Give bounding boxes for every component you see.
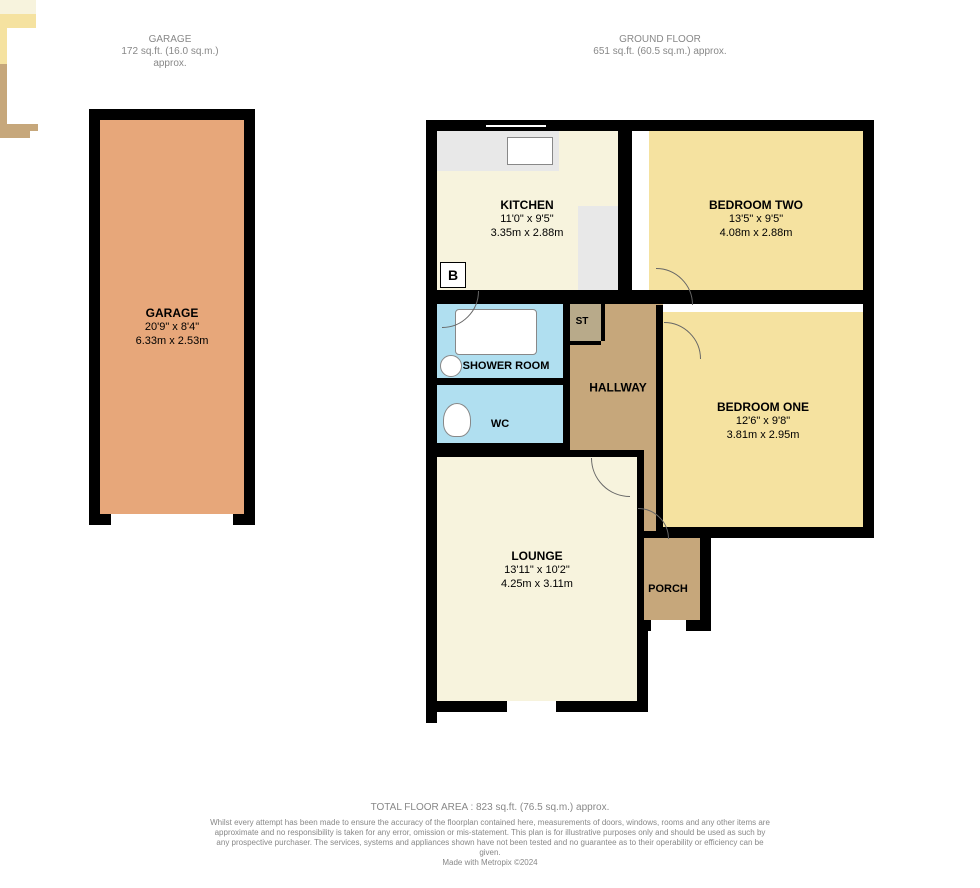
lounge-name: LOUNGE xyxy=(501,549,573,564)
lounge-metric: 4.25m x 3.11m xyxy=(501,578,573,592)
garage-imperial: 20'9" x 8'4" xyxy=(136,321,209,335)
garage-label: GARAGE 20'9" x 8'4" 6.33m x 2.53m xyxy=(136,306,209,349)
bed1-name: BEDROOM ONE xyxy=(717,400,809,415)
garage-wall-top xyxy=(89,109,255,120)
shower-name: SHOWER ROOM xyxy=(463,360,550,374)
garage-header-subtitle: 172 sq.ft. (16.0 sq.m.) approx. xyxy=(110,46,230,70)
wc-name: WC xyxy=(491,418,509,432)
bed1-imperial: 12'6" x 9'8" xyxy=(717,415,809,429)
hallway-name: HALLWAY xyxy=(589,381,647,396)
credit: Made with Metropix ©2024 xyxy=(210,858,770,868)
boiler-icon: B xyxy=(440,262,466,288)
hallway-label: HALLWAY xyxy=(589,381,647,396)
ground-header: GROUND FLOOR 651 sq.ft. (60.5 sq.m.) app… xyxy=(580,34,740,58)
disclaimer: Whilst every attempt has been made to en… xyxy=(210,818,770,858)
st-name: ST xyxy=(576,316,589,329)
porch-name: PORCH xyxy=(648,583,688,597)
garage-wall-left xyxy=(89,109,100,525)
boiler-label: B xyxy=(448,267,458,283)
kitchen-label: KITCHEN 11'0" x 9'5" 3.35m x 2.88m xyxy=(491,198,564,241)
shower-label: SHOWER ROOM xyxy=(463,360,550,374)
kitchen-sink-icon xyxy=(507,137,553,165)
garage-metric: 6.33m x 2.53m xyxy=(136,335,209,349)
bedroom-one-label: BEDROOM ONE 12'6" x 9'8" 3.81m x 2.95m xyxy=(717,400,809,443)
lounge-imperial: 13'11" x 10'2" xyxy=(501,564,573,578)
toilet-icon xyxy=(443,403,471,437)
kitchen-counter xyxy=(578,206,618,290)
ground-header-title: GROUND FLOOR xyxy=(580,34,740,46)
porch-label: PORCH xyxy=(648,583,688,597)
ground-header-subtitle: 651 sq.ft. (60.5 sq.m.) approx. xyxy=(580,46,740,58)
wc-label: WC xyxy=(491,418,509,432)
garage-name: GARAGE xyxy=(136,306,209,321)
porch-room xyxy=(637,538,700,620)
kitchen-counter xyxy=(437,131,499,171)
basin-icon xyxy=(440,355,462,377)
st-label: ST xyxy=(576,316,589,329)
garage-header-title: GARAGE xyxy=(110,34,230,46)
bed2-name: BEDROOM TWO xyxy=(709,198,803,213)
garage-header: GARAGE 172 sq.ft. (16.0 sq.m.) approx. xyxy=(110,34,230,70)
total-area: TOTAL FLOOR AREA : 823 sq.ft. (76.5 sq.m… xyxy=(210,802,770,815)
bed2-metric: 4.08m x 2.88m xyxy=(709,227,803,241)
lounge-label: LOUNGE 13'11" x 10'2" 4.25m x 3.11m xyxy=(501,549,573,592)
garage-wall-right xyxy=(244,109,255,525)
kitchen-name: KITCHEN xyxy=(491,198,564,213)
kitchen-imperial: 11'0" x 9'5" xyxy=(491,213,564,227)
footer: TOTAL FLOOR AREA : 823 sq.ft. (76.5 sq.m… xyxy=(210,802,770,869)
bedroom-two-label: BEDROOM TWO 13'5" x 9'5" 4.08m x 2.88m xyxy=(709,198,803,241)
kitchen-metric: 3.35m x 2.88m xyxy=(491,227,564,241)
bed1-metric: 3.81m x 2.95m xyxy=(717,429,809,443)
bed2-imperial: 13'5" x 9'5" xyxy=(709,213,803,227)
